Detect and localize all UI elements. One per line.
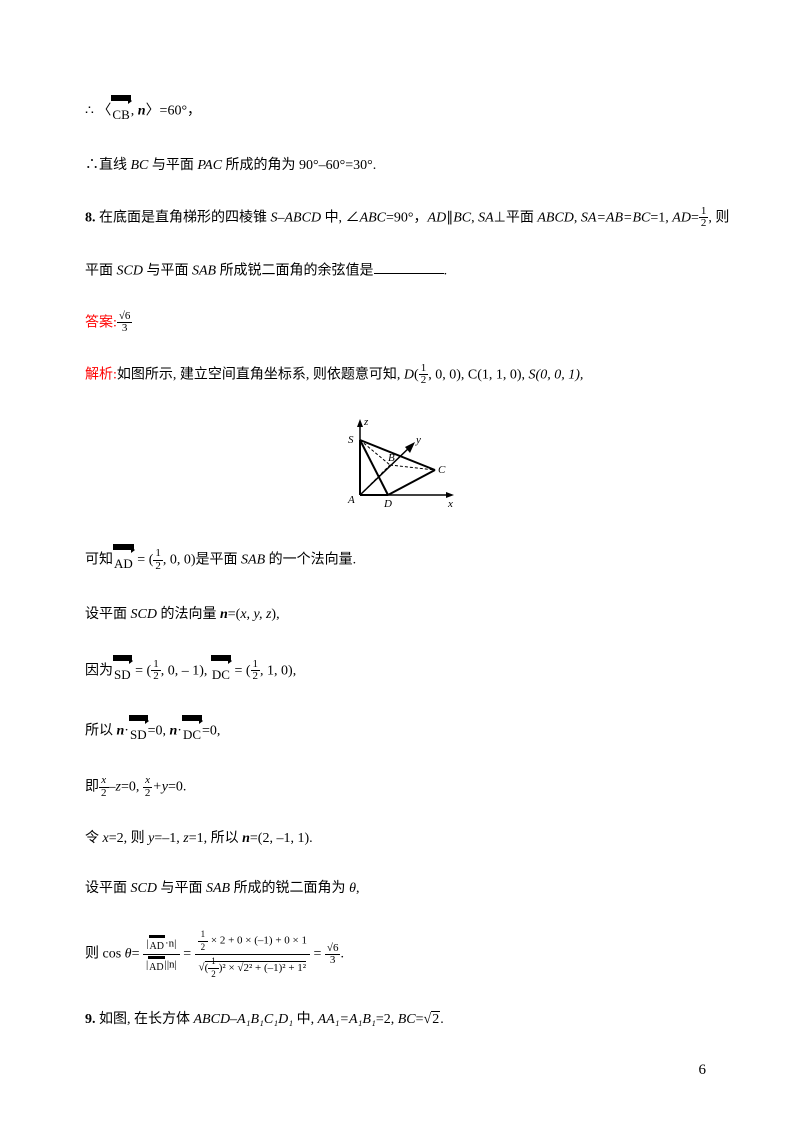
vec-sd-2: SD	[129, 715, 148, 747]
vec-dc-2: DC	[182, 715, 202, 747]
text: 与平面	[148, 158, 197, 173]
answer-frac: √63	[117, 311, 133, 335]
line-cos-theta: 则 cos θ= |AD·n| |AD||n| = 12 × 2 + 0 × (…	[85, 928, 705, 981]
sqrt-2: 2	[424, 1009, 441, 1031]
svg-text:S: S	[348, 434, 354, 446]
answer-line: 答案:√63	[85, 311, 705, 335]
answer-label: 答案:	[85, 315, 117, 330]
vector-n-1: n	[138, 103, 146, 118]
vec-cb: CB	[111, 95, 130, 127]
svg-text:C: C	[438, 464, 446, 476]
line-sd-dc: 因为SD = (12, 0, – 1), DC = (12, 1, 0),	[85, 655, 705, 687]
solution-label: 解析:	[85, 367, 117, 382]
svg-text:z: z	[363, 416, 369, 428]
therefore-1: ∴	[85, 103, 94, 118]
solution-intro: 解析:如图所示, 建立空间直角坐标系, 则依题意可知, D(12, 0, 0),…	[85, 363, 705, 387]
line-bc-angle-30: ∴直线 BC 与平面 PAC 所成的角为 90°–60°=30°.	[85, 155, 705, 177]
line-set-theta: 设平面 SCD 与平面 SAB 所成的锐二面角为 θ,	[85, 878, 705, 900]
svg-text:D: D	[383, 498, 392, 510]
text: ∴直线	[85, 158, 131, 173]
line-let: 令 x=2, 则 y=–1, z=1, 所以 n=(2, –1, 1).	[85, 828, 705, 850]
svg-text:y: y	[415, 434, 421, 446]
svg-text:x: x	[447, 498, 453, 510]
text: 所成的角为 90°–60°=30°.	[222, 158, 376, 173]
frac-expanded: 12 × 2 + 0 × (–1) + 0 × 1 √(12)² × √2² +…	[195, 928, 310, 981]
eq-60: 〉=60°，	[146, 103, 202, 118]
vec-sd: SD	[113, 655, 132, 687]
bc: BC	[131, 158, 149, 173]
frac-half-1: 12	[699, 206, 709, 230]
q9-number: 9.	[85, 1012, 96, 1027]
pac: PAC	[197, 158, 222, 173]
frac-result: √63	[325, 943, 341, 967]
figure-coordinate-system: z y x S A B C D	[85, 415, 705, 520]
vec-ad: AD	[113, 544, 134, 576]
angle-open: 〈	[97, 103, 111, 118]
svg-text:B: B	[388, 452, 395, 464]
line-dot-zero: 所以 n·SD=0, n·DC=0,	[85, 715, 705, 747]
line-equations: 即x2–z=0, x2+y=0.	[85, 775, 705, 799]
answer-blank	[374, 258, 444, 274]
pyramid-diagram: z y x S A B C D	[330, 415, 460, 515]
page-number: 6	[699, 1062, 707, 1079]
line-angle-cb-n: ∴ 〈CB, n〉=60°，	[85, 95, 705, 127]
line-set-n: 设平面 SCD 的法向量 n=(x, y, z),	[85, 604, 705, 626]
q8-line1: 8. 在底面是直角梯形的四棱锥 S–ABCD 中, ∠ABC=90°，AD∥BC…	[85, 206, 705, 230]
frac-ad-n: |AD·n| |AD||n|	[143, 934, 180, 975]
svg-text:A: A	[347, 494, 355, 506]
vec-dc: DC	[211, 655, 231, 687]
line-ad-vector: 可知AD = (12, 0, 0)是平面 SAB 的一个法向量.	[85, 544, 705, 576]
q9-line: 9. 如图, 在长方体 ABCD–A₁B₁C₁D₁ 中, AA₁=A₁B₁=2,…	[85, 1009, 705, 1031]
q8-number: 8.	[85, 210, 96, 225]
q8-line2: 平面 SCD 与平面 SAB 所成锐二面角的余弦值是.	[85, 258, 705, 283]
